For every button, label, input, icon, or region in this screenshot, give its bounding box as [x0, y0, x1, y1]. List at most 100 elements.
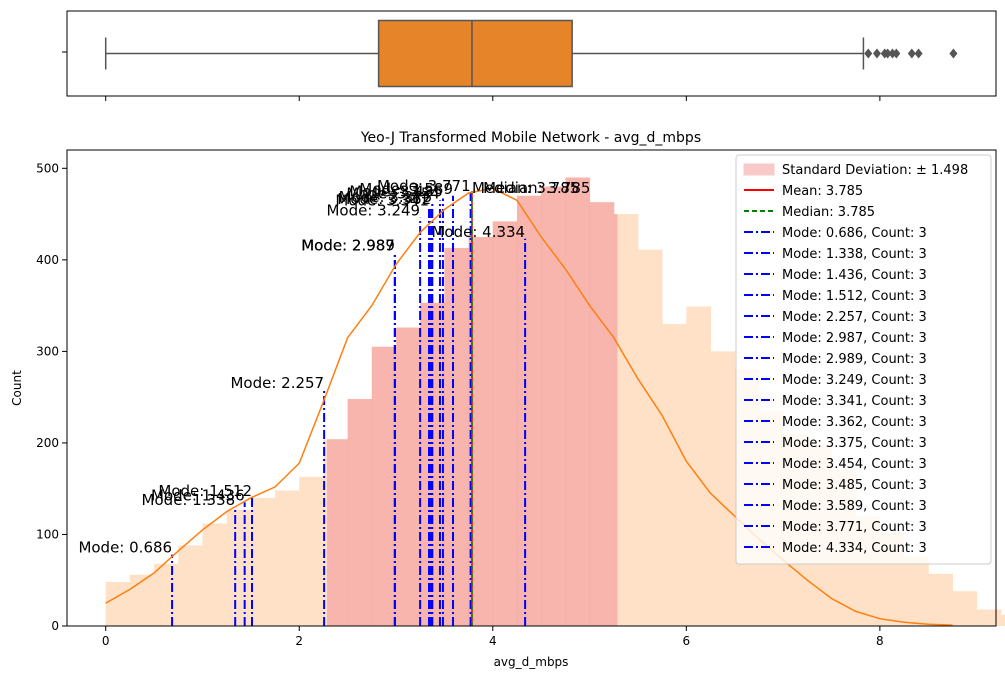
histogram-bar [1000, 615, 1005, 626]
histogram-bar [275, 490, 300, 626]
median-annotation: Median: 3.785 [472, 179, 579, 197]
legend-median-label: Median: 3.785 [782, 205, 875, 220]
x-tick-label: 0 [102, 634, 110, 648]
histogram-bar [178, 545, 203, 626]
legend-mode-label: Mode: 2.257, Count: 3 [782, 310, 927, 325]
mode-label: Mode: 3.341 [335, 192, 429, 210]
legend-mode-label: Mode: 2.987, Count: 3 [782, 331, 927, 346]
x-tick-label: 4 [489, 634, 497, 648]
histogram-bar [129, 574, 155, 626]
box-x-ticks [105, 96, 881, 101]
legend-mode-label: Mode: 2.989, Count: 3 [782, 352, 927, 367]
histogram-bar [637, 249, 663, 626]
x-axis-label: avg_d_mbps [494, 655, 569, 669]
mode-label: Mode: 1.436 [151, 486, 245, 504]
legend-mode-label: Mode: 3.362, Count: 3 [782, 415, 927, 430]
mode-label: Mode: 2.987 [301, 237, 395, 255]
mode-label: Mode: 2.257 [230, 374, 324, 392]
mode-label: Mode: 2.989 [301, 237, 395, 255]
histogram-bar [154, 563, 179, 626]
histogram-panel: Yeo-J Transformed Mobile Network - avg_d… [10, 130, 1005, 669]
box-plot [104, 19, 958, 88]
chart-title: Yeo-J Transformed Mobile Network - avg_d… [360, 130, 701, 146]
legend: Standard Deviation: ± 1.498 Mean: 3.785 Me… [735, 154, 992, 565]
box-outlier [949, 48, 958, 59]
box-outlier [914, 48, 923, 59]
std-band-segment [347, 398, 373, 626]
std-band-segment [396, 327, 421, 626]
histogram-bar [904, 556, 929, 626]
legend-mean-label: Mean: 3.785 [782, 184, 863, 199]
histogram-bar [710, 351, 736, 626]
std-band-segment [444, 247, 470, 626]
histogram-bar [226, 509, 252, 626]
mode-label: Mode: 3.454 [346, 184, 440, 202]
mode-label: Mode: 3.362 [337, 190, 431, 208]
legend-frame [735, 154, 992, 565]
mode-label: Mode: 4.334 [431, 223, 525, 241]
legend-mode-label: Mode: 3.485, Count: 3 [782, 478, 927, 493]
std-band-segment [589, 202, 615, 626]
mode-label: Mode: 3.249 [326, 202, 420, 220]
legend-mode-label: Mode: 3.375, Count: 3 [782, 436, 927, 451]
x-tick-label: 6 [683, 634, 691, 648]
mode-label: Mode: 3.485 [349, 183, 443, 201]
box-outlier [907, 48, 916, 59]
legend-mode-label: Mode: 3.249, Count: 3 [782, 373, 927, 388]
legend-mode-label: Mode: 0.686, Count: 3 [782, 226, 927, 241]
legend-std-swatch [743, 163, 775, 176]
legend-mode-label: Mode: 1.338, Count: 3 [782, 247, 927, 262]
box-plot-frame [66, 10, 997, 97]
histogram-bar [202, 523, 228, 626]
box-outlier [892, 48, 901, 59]
y-tick-label: 400 [36, 253, 59, 267]
std-band-segment [327, 439, 349, 626]
kde-curve [105, 187, 953, 626]
mode-lines [171, 193, 527, 626]
histogram-bar [299, 476, 324, 626]
legend-std-label: Standard Deviation: ± 1.498 [782, 163, 968, 178]
legend-mode-label: Mode: 3.589, Count: 3 [782, 499, 927, 514]
box-outlier [883, 48, 892, 59]
x-ticks: 0 2 4 6 8 [102, 626, 884, 648]
histogram-frame [66, 149, 997, 627]
y-tick-label: 500 [36, 161, 59, 175]
histogram-bar [928, 573, 953, 626]
median-annotation: Median: 3.785 [483, 179, 590, 197]
mode-label: Mode: 1.512 [158, 482, 252, 500]
mode-label: Mode: 3.375 [339, 188, 433, 206]
box-outlier [864, 48, 873, 59]
y-axis-label: Count [10, 370, 24, 406]
y-tick-label: 0 [51, 619, 59, 633]
histogram-bar [250, 497, 276, 626]
mode-label: Mode: 1.338 [142, 491, 236, 509]
legend-mode-label: Mode: 1.512, Count: 3 [782, 289, 927, 304]
y-tick-label: 300 [36, 344, 59, 358]
box-plot-panel [62, 10, 997, 101]
histogram-bar [105, 582, 131, 626]
legend-mode-label: Mode: 3.454, Count: 3 [782, 457, 927, 472]
mode-label: Mode: 0.686 [78, 539, 172, 557]
std-band-segment [541, 186, 566, 626]
legend-mode-label: Mode: 3.771, Count: 3 [782, 520, 927, 535]
std-band-segment [492, 221, 518, 626]
x-tick-label: 2 [295, 634, 303, 648]
y-tick-label: 200 [36, 436, 59, 450]
x-tick-label: 8 [876, 634, 884, 648]
mode-label: Mode: 3.589 [359, 180, 453, 198]
box-iqr [377, 19, 573, 88]
legend-mode-label: Mode: 3.341, Count: 3 [782, 394, 927, 409]
y-tick-label: 100 [36, 527, 59, 541]
std-band-segment [613, 214, 618, 627]
std-band-segment [565, 177, 591, 626]
histogram-bar [662, 323, 687, 626]
histogram-bar [976, 609, 1002, 626]
std-band-segment [371, 346, 397, 626]
y-ticks: 0 100 200 300 400 500 [36, 161, 67, 633]
mode-label: Mode: 3.771 [377, 177, 471, 195]
box-outlier [872, 48, 881, 59]
legend-mode-label: Mode: 4.334, Count: 3 [782, 541, 927, 556]
